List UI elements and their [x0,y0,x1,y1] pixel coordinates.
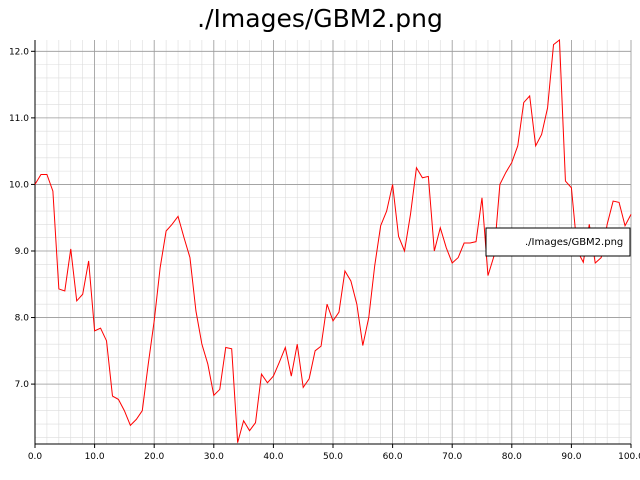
series-layer [34,39,632,443]
y-tick-label: 7.0 [15,380,30,390]
legend-box [485,227,631,257]
x-tick-label: 30.0 [204,452,224,462]
legend: ./Images/GBM2.png [485,227,631,257]
x-tick-label: 60.0 [383,452,403,462]
x-tick-label: 70.0 [442,452,462,462]
y-axis-ticks: 7.0 8.0 9.0 10.0 11.0 12.0 [9,47,35,390]
x-tick-label: 20.0 [144,452,164,462]
chart-title: ./Images/GBM2.png [197,4,443,33]
legend-label: ./Images/GBM2.png [525,237,623,248]
x-tick-label: 50.0 [323,452,343,462]
x-tick-label: 0.0 [28,452,43,462]
y-tick-label: 12.0 [9,47,29,57]
y-tick-label: 9.0 [15,247,30,257]
x-tick-label: 10.0 [85,452,105,462]
x-axis-ticks: 0.0 10.0 20.0 30.0 40.0 50.0 60.0 70.0 80.0 90.0 1… [28,444,640,462]
x-tick-label: 40.0 [263,452,283,462]
y-tick-label: 10.0 [9,180,29,190]
y-tick-label: 8.0 [15,314,30,324]
x-tick-label: 100.0 [618,452,640,462]
y-tick-label: 11.0 [9,114,29,124]
series-line [34,39,632,443]
x-tick-label: 80.0 [502,452,522,462]
x-tick-label: 90.0 [561,452,581,462]
